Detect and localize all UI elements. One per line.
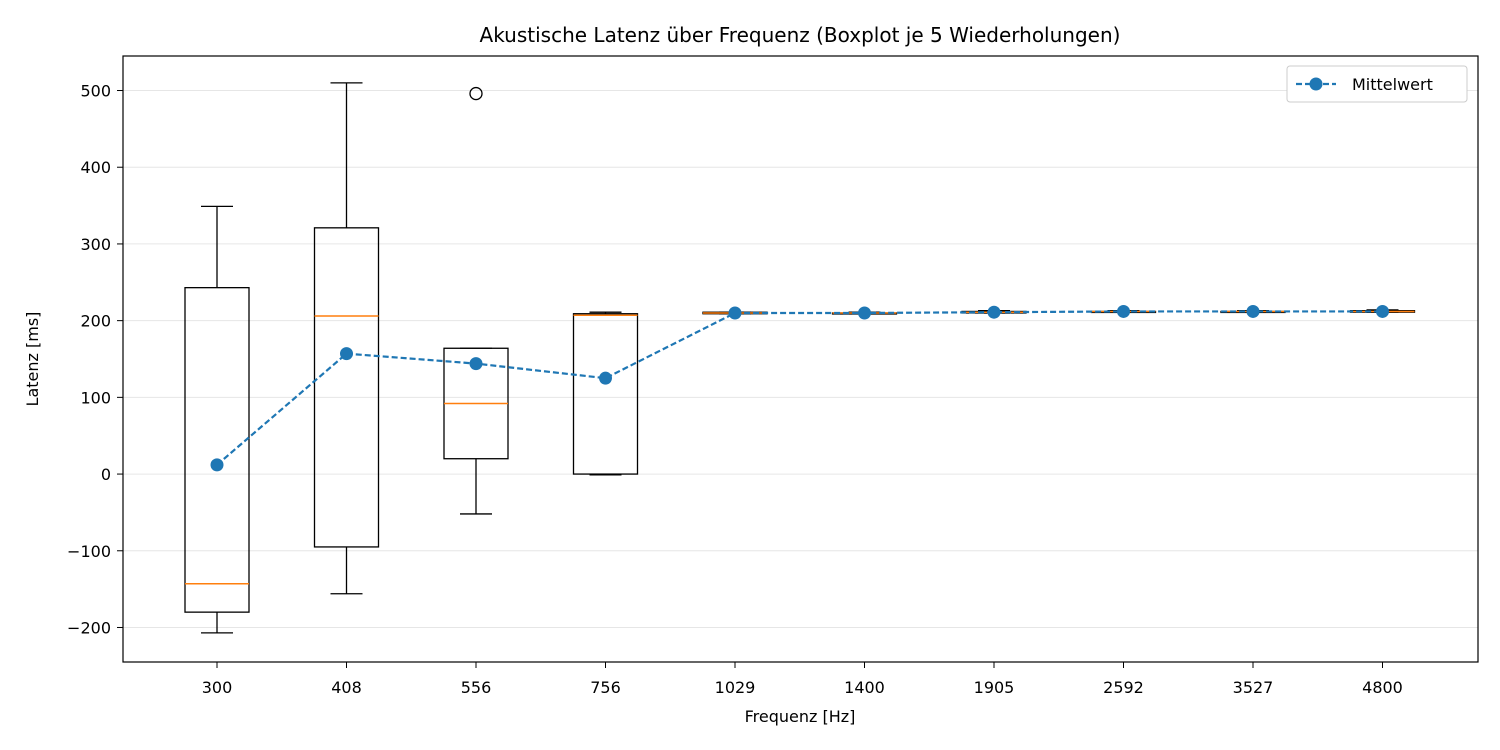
x-tick-label: 1905	[974, 678, 1015, 697]
x-tick-label: 756	[590, 678, 621, 697]
mean-point	[858, 306, 871, 320]
outlier-point	[469, 86, 483, 101]
mean-point	[1376, 304, 1389, 318]
box-iqr	[184, 287, 250, 613]
mean-point	[210, 458, 224, 472]
y-tick-label: 100	[80, 388, 111, 407]
x-tick-label: 556	[461, 678, 492, 697]
mean-point	[1246, 304, 1260, 318]
legend-marker	[1309, 77, 1323, 91]
y-tick-label: 400	[80, 158, 111, 177]
y-tick-label: −200	[67, 618, 111, 637]
x-tick-label: 1029	[715, 678, 756, 697]
mean-series	[210, 304, 1389, 472]
legend-frame	[1286, 65, 1468, 103]
y-tick-label: 200	[80, 312, 111, 331]
x-tick-label: 4800	[1362, 678, 1403, 697]
mean-point	[469, 357, 483, 371]
mean-line	[216, 310, 1383, 466]
mean-point	[987, 305, 1001, 319]
grid-lines	[123, 90, 1478, 628]
y-tick-label: 300	[80, 235, 111, 254]
boxplot-408	[313, 82, 380, 595]
y-tick-label: 0	[101, 465, 111, 484]
box-iqr	[572, 313, 639, 475]
plot-frame	[122, 55, 1479, 663]
y-tick-label: 500	[80, 82, 111, 101]
x-tick-label: 1400	[844, 678, 885, 697]
x-tick-label: 3527	[1233, 678, 1274, 697]
mean-point	[340, 347, 353, 361]
legend-label: Mittelwert	[1352, 75, 1433, 94]
mean-point	[1117, 304, 1130, 318]
boxplot-556	[443, 86, 509, 515]
axes: −200 −100 0 100 200 300 400 500 300 408 556 756 1029…	[67, 82, 1403, 697]
boxplot-300	[184, 205, 250, 634]
legend: Mittelwert	[1286, 65, 1468, 103]
chart-title: Akustische Latenz über Frequenz (Boxplot…	[480, 23, 1121, 47]
box-iqr	[313, 227, 380, 548]
mean-point	[728, 306, 742, 320]
x-axis-label: Frequenz [Hz]	[745, 707, 856, 726]
y-axis-label: Latenz [ms]	[23, 312, 42, 407]
x-tick-label: 2592	[1103, 678, 1144, 697]
y-tick-label: −100	[67, 542, 111, 561]
boxplot-756	[572, 311, 639, 476]
x-tick-label: 408	[331, 678, 362, 697]
x-tick-label: 300	[202, 678, 233, 697]
mean-point	[599, 371, 612, 385]
